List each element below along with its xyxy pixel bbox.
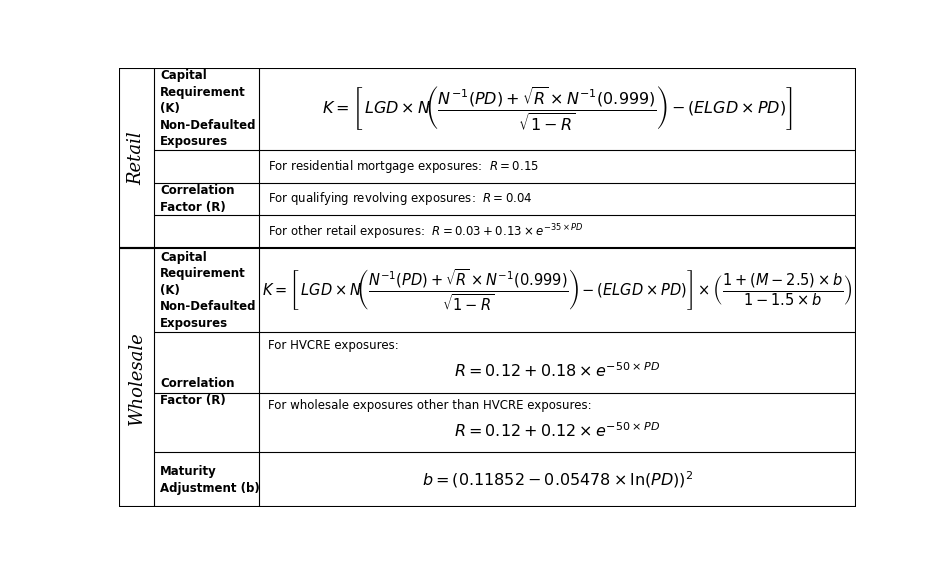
Text: $b=\left(0.11852-0.05478\times\ln(PD)\right)^{2}$: $b=\left(0.11852-0.05478\times\ln(PD)\ri… [422, 470, 693, 490]
Text: Capital
Requirement
(K)
Non-Defaulted
Exposures: Capital Requirement (K) Non-Defaulted Ex… [160, 70, 257, 149]
Text: For qualifying revolving exposures:  $R=0.04$: For qualifying revolving exposures: $R=0… [268, 190, 533, 207]
Text: For wholesale exposures other than HVCRE exposures:: For wholesale exposures other than HVCRE… [268, 399, 592, 412]
Text: Retail: Retail [127, 132, 146, 185]
Text: For other retail exposures:  $R=0.03+0.13\times e^{-35\times PD}$: For other retail exposures: $R=0.03+0.13… [268, 222, 583, 242]
Text: Wholesale: Wholesale [127, 331, 146, 425]
Text: Correlation
Factor (R): Correlation Factor (R) [160, 184, 235, 214]
Text: Correlation
Factor (R): Correlation Factor (R) [160, 377, 235, 407]
Text: Maturity
Adjustment (b): Maturity Adjustment (b) [160, 465, 260, 495]
Text: Capital
Requirement
(K)
Non-Defaulted
Exposures: Capital Requirement (K) Non-Defaulted Ex… [160, 251, 257, 329]
Text: $R=0.12+0.18\times e^{-50\times PD}$: $R=0.12+0.18\times e^{-50\times PD}$ [455, 363, 660, 381]
Text: $K=\left[\,LGD\times N\!\left(\dfrac{N^{-1}(PD)+\sqrt{R}\times N^{-1}(0.999)}{\s: $K=\left[\,LGD\times N\!\left(\dfrac{N^{… [262, 267, 853, 313]
Text: $K=\left[\,LGD\times N\!\left(\dfrac{N^{-1}(PD)+\sqrt{R}\times N^{-1}(0.999)}{\s: $K=\left[\,LGD\times N\!\left(\dfrac{N^{… [322, 85, 793, 133]
Text: For HVCRE exposures:: For HVCRE exposures: [268, 339, 398, 352]
Text: $R=0.12+0.12\times e^{-50\times PD}$: $R=0.12+0.12\times e^{-50\times PD}$ [455, 422, 660, 441]
Text: For residential mortgage exposures:  $R=0.15$: For residential mortgage exposures: $R=0… [268, 157, 538, 174]
